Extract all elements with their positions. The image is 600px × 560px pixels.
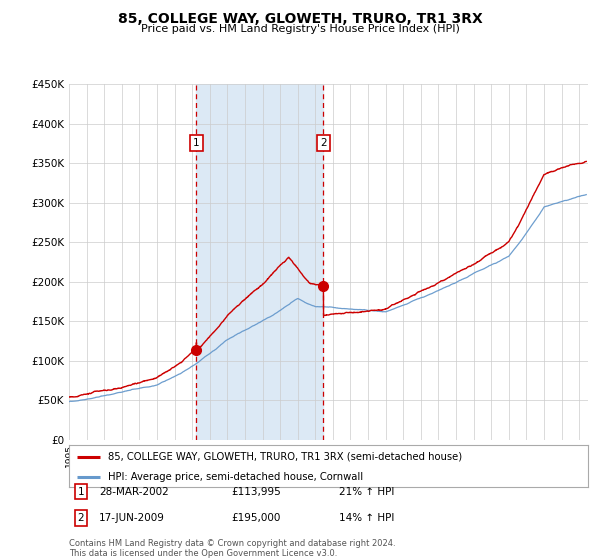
Text: 1: 1 (77, 487, 85, 497)
Text: 2: 2 (77, 513, 85, 523)
Text: 85, COLLEGE WAY, GLOWETH, TRURO, TR1 3RX (semi-detached house): 85, COLLEGE WAY, GLOWETH, TRURO, TR1 3RX… (108, 452, 462, 462)
Text: 17-JUN-2009: 17-JUN-2009 (99, 513, 165, 523)
Text: £195,000: £195,000 (231, 513, 280, 523)
Text: 14% ↑ HPI: 14% ↑ HPI (339, 513, 394, 523)
Text: 2: 2 (320, 138, 327, 148)
Bar (196, 84, 323, 440)
Text: 21% ↑ HPI: 21% ↑ HPI (339, 487, 394, 497)
Text: 28-MAR-2002: 28-MAR-2002 (99, 487, 169, 497)
Text: 85, COLLEGE WAY, GLOWETH, TRURO, TR1 3RX: 85, COLLEGE WAY, GLOWETH, TRURO, TR1 3RX (118, 12, 482, 26)
Text: Price paid vs. HM Land Registry's House Price Index (HPI): Price paid vs. HM Land Registry's House … (140, 24, 460, 34)
Text: Contains HM Land Registry data © Crown copyright and database right 2024.
This d: Contains HM Land Registry data © Crown c… (69, 539, 395, 558)
Text: 1: 1 (193, 138, 200, 148)
Text: £113,995: £113,995 (231, 487, 281, 497)
Text: HPI: Average price, semi-detached house, Cornwall: HPI: Average price, semi-detached house,… (108, 472, 363, 482)
